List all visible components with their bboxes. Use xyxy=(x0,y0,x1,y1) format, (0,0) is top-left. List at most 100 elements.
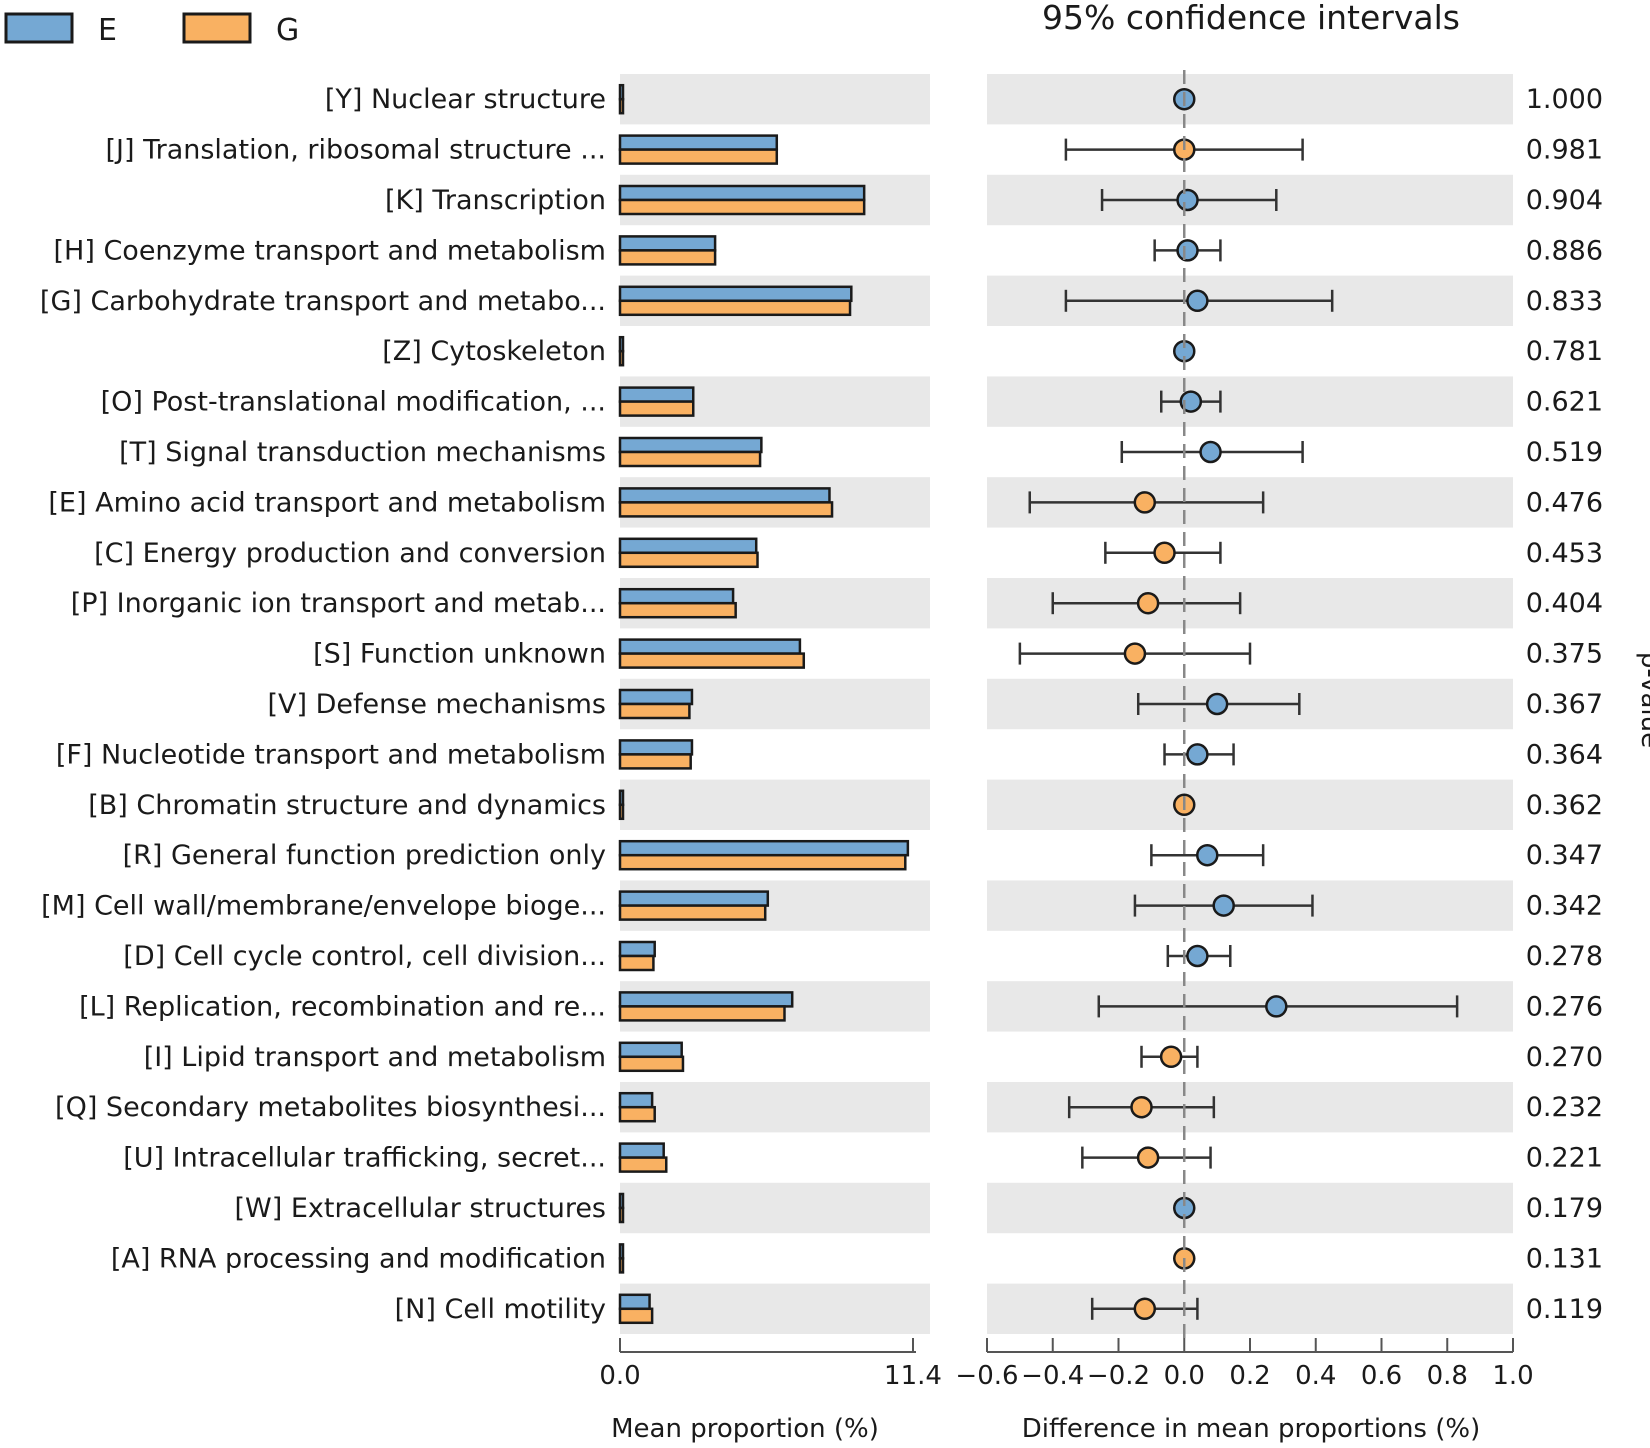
p-value: 0.221 xyxy=(1526,1143,1603,1174)
p-value: 0.364 xyxy=(1526,739,1603,770)
category-row: [V] Defense mechanisms 0.367 xyxy=(268,688,1603,720)
right-tick-label: 0.4 xyxy=(1295,1361,1336,1391)
category-label: [O] Post-translational modification, ... xyxy=(101,387,606,418)
bar-e xyxy=(618,587,735,605)
row-band-right xyxy=(987,74,1513,125)
bar-g xyxy=(618,400,695,417)
category-row: [J] Translation, ribosomal structure ...… xyxy=(105,134,1603,166)
category-label: [W] Extracellular structures xyxy=(234,1193,606,1224)
mean-difference-point xyxy=(1136,591,1160,615)
p-value: 0.375 xyxy=(1526,639,1603,670)
bar-g xyxy=(618,1307,654,1325)
bar-e xyxy=(618,285,853,303)
p-value: 0.131 xyxy=(1526,1243,1603,1274)
category-row: [G] Carbohydrate transport and metabo...… xyxy=(40,285,1603,317)
row-band-left xyxy=(620,1283,930,1334)
bar-g xyxy=(618,249,717,266)
bar-g xyxy=(618,198,866,216)
category-label: [L] Replication, recombination and re... xyxy=(79,991,606,1022)
bar-g xyxy=(618,601,737,619)
bar-e xyxy=(618,739,694,756)
bar-e xyxy=(618,688,694,706)
legend-swatch-g xyxy=(182,12,252,44)
bar-e xyxy=(618,134,779,151)
category-row: [T] Signal transduction mechanisms 0.519 xyxy=(119,436,1603,468)
category-label: [S] Function unknown xyxy=(313,639,606,670)
category-row: [N] Cell motility 0.119 xyxy=(395,1293,1603,1325)
right-tick-label: 1.0 xyxy=(1492,1361,1533,1391)
category-row: [W] Extracellular structures 0.179 xyxy=(234,1192,1603,1224)
p-value: 0.362 xyxy=(1526,790,1603,821)
p-value: 0.179 xyxy=(1526,1193,1603,1224)
category-label: [Q] Secondary metabolites biosynthesi... xyxy=(55,1092,606,1123)
p-value: 0.981 xyxy=(1526,135,1603,166)
bar-g xyxy=(618,652,806,669)
bar-g xyxy=(618,551,759,569)
category-row: [Q] Secondary metabolites biosynthesi...… xyxy=(55,1091,1603,1123)
bar-g xyxy=(618,904,767,921)
pvalue-axis-label: p-value xyxy=(1635,652,1650,748)
category-row: [E] Amino acid transport and metabolism 0… xyxy=(48,487,1603,518)
bar-e xyxy=(618,184,866,202)
mean-difference-point xyxy=(1123,642,1147,665)
category-label: [F] Nucleotide transport and metabolism xyxy=(56,739,606,770)
bar-g xyxy=(618,299,852,317)
right-tick-label: −0.6 xyxy=(955,1361,1018,1391)
category-label: [P] Inorganic ion transport and metab... xyxy=(71,588,606,619)
right-tick-label: −0.4 xyxy=(1021,1361,1084,1391)
legend: E G xyxy=(4,12,299,48)
p-value: 0.904 xyxy=(1526,185,1603,216)
bar-e xyxy=(618,335,625,353)
category-label: [G] Carbohydrate transport and metabo... xyxy=(40,286,606,317)
bar-e xyxy=(618,991,794,1008)
p-value: 0.781 xyxy=(1526,336,1603,367)
p-value: 0.276 xyxy=(1526,991,1603,1022)
category-label: [J] Translation, ribosomal structure ... xyxy=(105,135,606,166)
mean-difference-point xyxy=(1133,491,1157,514)
category-label: [E] Amino acid transport and metabolism xyxy=(48,487,606,518)
left-axis-title: Mean proportion (%) xyxy=(611,1414,879,1444)
category-label: [A] RNA processing and modification xyxy=(111,1243,606,1274)
mean-difference-point xyxy=(1179,390,1203,413)
right-axis-title: Difference in mean proportions (%) xyxy=(1022,1414,1481,1444)
category-row: [U] Intracellular trafficking, secret...… xyxy=(123,1142,1603,1174)
p-value: 0.519 xyxy=(1526,437,1603,468)
bar-g xyxy=(618,1257,625,1274)
category-row: [O] Post-translational modification, ...… xyxy=(101,386,1603,418)
p-value: 0.621 xyxy=(1526,387,1603,418)
row-band-left xyxy=(620,1182,930,1234)
bar-e xyxy=(618,235,717,252)
row-band-left xyxy=(620,74,930,125)
mean-difference-point xyxy=(1136,1146,1160,1169)
row-band-right xyxy=(987,1283,1513,1334)
p-value: 0.347 xyxy=(1526,840,1603,871)
mean-difference-point xyxy=(1133,1297,1157,1321)
legend-label-g: G xyxy=(276,13,299,48)
bar-g xyxy=(618,1105,656,1123)
category-label: [Z] Cytoskeleton xyxy=(382,336,606,367)
category-row: [R] General function prediction only 0.34… xyxy=(123,839,1603,871)
bar-g xyxy=(618,349,625,367)
bar-e xyxy=(618,638,802,655)
category-row: [A] RNA processing and modification 0.131 xyxy=(111,1243,1603,1274)
category-label: [M] Cell wall/membrane/envelope bioge... xyxy=(41,891,606,922)
mean-difference-point xyxy=(1153,541,1176,565)
row-band-right xyxy=(987,779,1513,830)
bar-g xyxy=(618,97,625,115)
bar-e xyxy=(618,487,831,504)
bar-e xyxy=(618,1041,683,1059)
mean-difference-point xyxy=(1212,894,1235,917)
category-row: [Z] Cytoskeleton 0.781 xyxy=(382,335,1603,367)
category-label: [U] Intracellular trafficking, secret... xyxy=(123,1143,606,1174)
bar-g xyxy=(618,853,907,871)
category-label: [R] General function prediction only xyxy=(123,840,606,871)
row-band-left xyxy=(620,779,930,830)
mean-difference-point xyxy=(1199,440,1222,464)
category-label: [C] Energy production and conversion xyxy=(94,538,606,569)
bar-e xyxy=(618,789,625,807)
category-label: [K] Transcription xyxy=(385,185,606,216)
category-row: [P] Inorganic ion transport and metab...… xyxy=(71,587,1603,619)
mean-difference-point xyxy=(1176,239,1199,262)
p-value: 0.476 xyxy=(1526,487,1603,518)
